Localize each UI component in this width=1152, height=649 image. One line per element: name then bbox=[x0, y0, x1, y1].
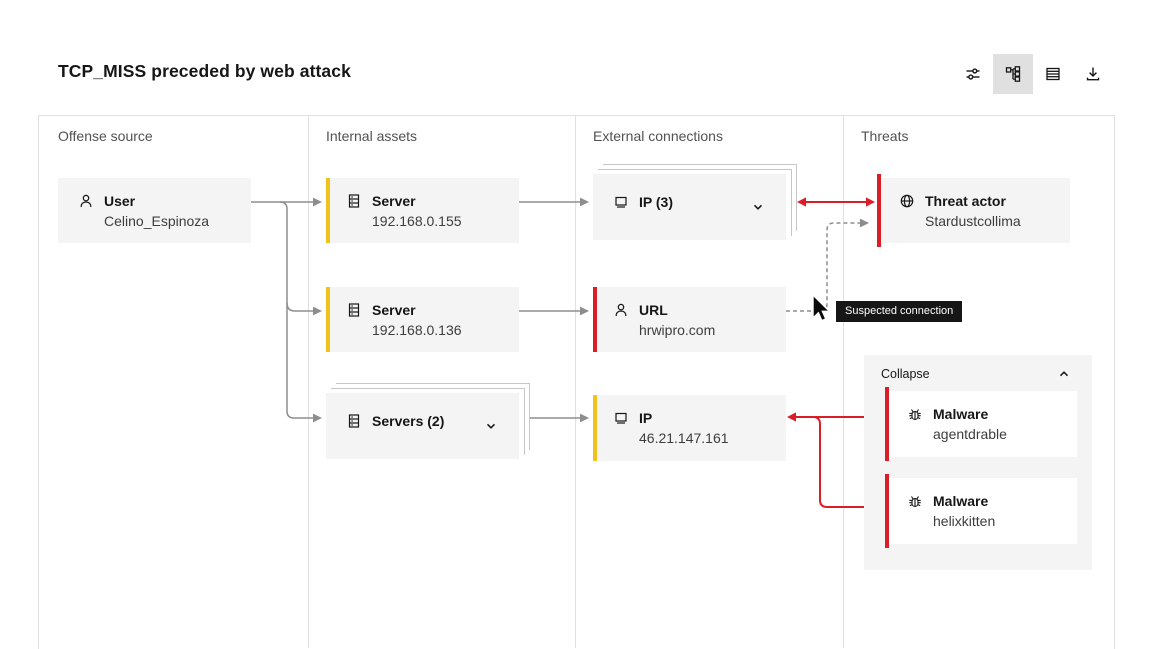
column-header-external-connections: External connections bbox=[593, 128, 723, 144]
column-header-threats: Threats bbox=[861, 128, 909, 144]
download-button[interactable] bbox=[1073, 54, 1113, 94]
node-title: Servers (2) bbox=[372, 413, 445, 429]
node-servers-group[interactable]: Servers (2) bbox=[326, 393, 519, 459]
severity-bar-medium bbox=[593, 395, 597, 461]
node-user[interactable]: User Celino_Espinoza bbox=[58, 178, 251, 243]
severity-bar-high bbox=[593, 287, 597, 352]
column-header-offense-source: Offense source bbox=[58, 128, 153, 144]
collapse-toggle[interactable]: Collapse bbox=[864, 355, 1092, 382]
node-subtitle: 192.168.0.136 bbox=[372, 322, 462, 338]
node-title: Threat actor bbox=[925, 193, 1006, 209]
severity-bar-high bbox=[877, 174, 881, 247]
page-title: TCP_MISS preceded by web attack bbox=[58, 61, 351, 81]
chevron-down-icon[interactable] bbox=[750, 199, 766, 215]
node-server-155[interactable]: Server 192.168.0.155 bbox=[326, 178, 519, 243]
user-icon bbox=[613, 302, 629, 318]
stack-outline bbox=[598, 169, 792, 236]
user-icon bbox=[78, 193, 94, 209]
node-subtitle: Stardustcollima bbox=[925, 213, 1021, 229]
severity-bar-high bbox=[885, 474, 889, 548]
severity-bar-medium bbox=[326, 178, 330, 243]
node-title: User bbox=[104, 193, 136, 209]
node-title: Malware bbox=[933, 493, 989, 509]
node-title: Malware bbox=[933, 406, 989, 422]
chevron-up-icon[interactable] bbox=[1056, 366, 1072, 382]
table-view-icon bbox=[1045, 66, 1061, 82]
node-title: Server bbox=[372, 193, 416, 209]
node-malware-agentdrable[interactable]: Malware agentdrable bbox=[889, 391, 1077, 457]
node-title: IP bbox=[639, 410, 653, 426]
column-divider bbox=[575, 115, 576, 648]
column-divider bbox=[308, 115, 309, 648]
screen-icon bbox=[613, 194, 629, 210]
node-title: Server bbox=[372, 302, 416, 318]
suspected-connection-tooltip: Suspected connection bbox=[836, 301, 963, 322]
collapse-label: Collapse bbox=[881, 367, 930, 381]
server-icon bbox=[346, 413, 362, 429]
bug-icon bbox=[907, 406, 923, 422]
server-icon bbox=[346, 193, 362, 209]
node-subtitle: hrwipro.com bbox=[639, 322, 716, 338]
stack-outline bbox=[336, 383, 530, 450]
node-title: IP (3) bbox=[639, 194, 673, 210]
node-subtitle: helixkitten bbox=[933, 513, 996, 529]
stack-outline bbox=[331, 388, 525, 455]
severity-bar-high bbox=[885, 387, 889, 461]
chevron-down-icon[interactable] bbox=[483, 418, 499, 434]
node-ip-group[interactable]: IP (3) bbox=[593, 174, 786, 240]
node-url[interactable]: URL hrwipro.com bbox=[593, 287, 786, 352]
severity-bar-medium bbox=[326, 287, 330, 352]
decision-tree-icon bbox=[1005, 66, 1021, 82]
node-subtitle: 192.168.0.155 bbox=[372, 213, 462, 229]
globe-icon bbox=[899, 193, 915, 209]
column-divider bbox=[843, 115, 844, 648]
settings-adjust-icon bbox=[965, 66, 981, 82]
node-threat-actor[interactable]: Threat actor Stardustcollima bbox=[881, 178, 1070, 243]
node-ip-161[interactable]: IP 46.21.147.161 bbox=[593, 395, 786, 461]
node-subtitle: Celino_Espinoza bbox=[104, 213, 210, 229]
node-malware-helixkitten[interactable]: Malware helixkitten bbox=[889, 478, 1077, 544]
settings-adjust-button[interactable] bbox=[953, 54, 993, 94]
node-subtitle: agentdrable bbox=[933, 426, 1007, 442]
node-subtitle: 46.21.147.161 bbox=[639, 430, 729, 446]
bug-icon bbox=[907, 493, 923, 509]
download-icon bbox=[1085, 66, 1101, 82]
screen-icon bbox=[613, 410, 629, 426]
stack-outline bbox=[603, 164, 797, 231]
node-title: URL bbox=[639, 302, 668, 318]
column-header-internal-assets: Internal assets bbox=[326, 128, 418, 144]
table-view-button[interactable] bbox=[1033, 54, 1073, 94]
node-server-136[interactable]: Server 192.168.0.136 bbox=[326, 287, 519, 352]
decision-tree-view-button[interactable] bbox=[993, 54, 1033, 94]
server-icon bbox=[346, 302, 362, 318]
